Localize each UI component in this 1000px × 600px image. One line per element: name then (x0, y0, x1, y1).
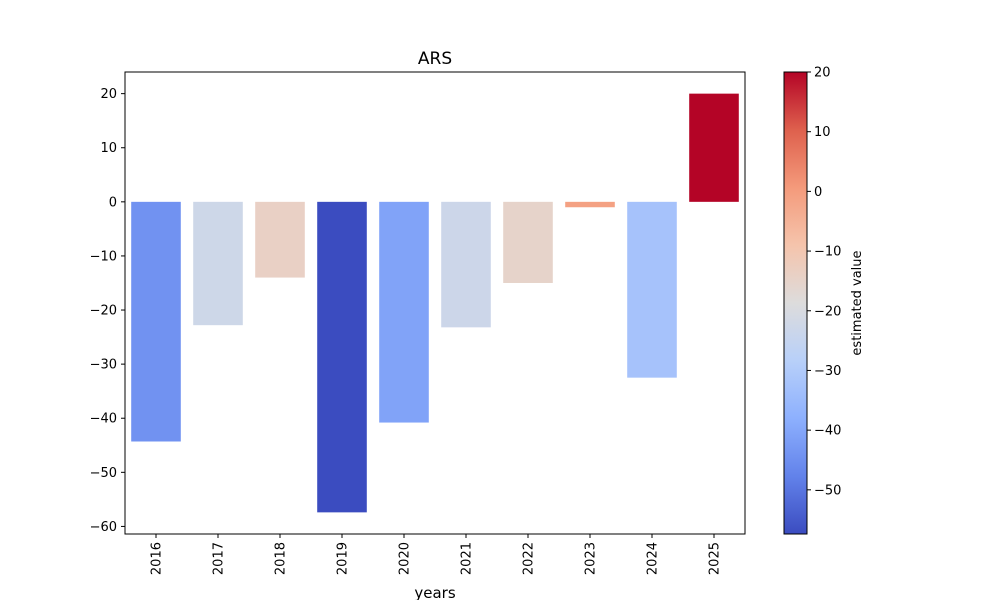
bar-2020 (379, 201, 429, 423)
x-tick-label: 2025 (708, 542, 723, 575)
colorbar-tick-label: 20 (814, 66, 831, 81)
colorbar-gradient (783, 71, 808, 535)
y-tick-label: −50 (90, 466, 117, 481)
colorbar-tick-label: −50 (814, 483, 841, 498)
colorbar-label: estimated value (850, 250, 865, 355)
colorbar-tick-label: −10 (814, 245, 841, 260)
bar-2017 (193, 201, 243, 326)
y-tick-label: −40 (90, 412, 117, 427)
bar-2021 (441, 201, 491, 328)
bar-2019 (317, 201, 367, 513)
x-tick-label: 2024 (646, 542, 661, 575)
x-axis: 2016 2017 2018 2019 2020 2021 2022 2023 2024 2025 (150, 534, 723, 575)
colorbar: 20 10 0 −10 −20 −30 −40 −50 estimated value (783, 66, 865, 535)
bar-2022 (503, 201, 553, 283)
x-tick-label: 2017 (212, 542, 227, 575)
y-tick-label: 0 (109, 195, 117, 210)
bar-2018 (255, 201, 305, 278)
colorbar-tick-label: −30 (814, 364, 841, 379)
colorbar-tick-label: 10 (814, 125, 831, 140)
x-tick-label: 2023 (584, 542, 599, 575)
y-tick-label: −30 (90, 358, 117, 373)
y-tick-label: −20 (90, 304, 117, 319)
colorbar-tick-label: 0 (814, 185, 822, 200)
y-tick-label: 20 (100, 87, 117, 102)
y-tick-label: −60 (90, 520, 117, 535)
x-tick-label: 2020 (398, 542, 413, 575)
y-tick-label: 10 (100, 141, 117, 156)
x-tick-label: 2016 (150, 542, 165, 575)
y-axis: 20 10 0 −10 −20 −30 −40 −50 −60 (90, 87, 125, 535)
colorbar-tick-label: −40 (814, 424, 841, 439)
colorbar-ticks: 20 10 0 −10 −20 −30 −40 −50 (807, 66, 841, 498)
x-tick-label: 2021 (460, 542, 475, 575)
bar-2023 (565, 201, 615, 208)
chart-title: ARS (418, 49, 452, 69)
x-tick-label: 2022 (522, 542, 537, 575)
y-tick-label: −10 (90, 249, 117, 264)
bars-layer (131, 93, 739, 513)
colorbar-tick-label: −20 (814, 304, 841, 319)
x-axis-label: years (414, 584, 455, 600)
bar-2016 (131, 201, 181, 442)
x-tick-label: 2019 (336, 542, 351, 575)
bar-2024 (627, 201, 677, 378)
x-tick-label: 2018 (274, 542, 289, 575)
plot-area-frame (124, 71, 746, 535)
bar-2025 (689, 93, 739, 202)
